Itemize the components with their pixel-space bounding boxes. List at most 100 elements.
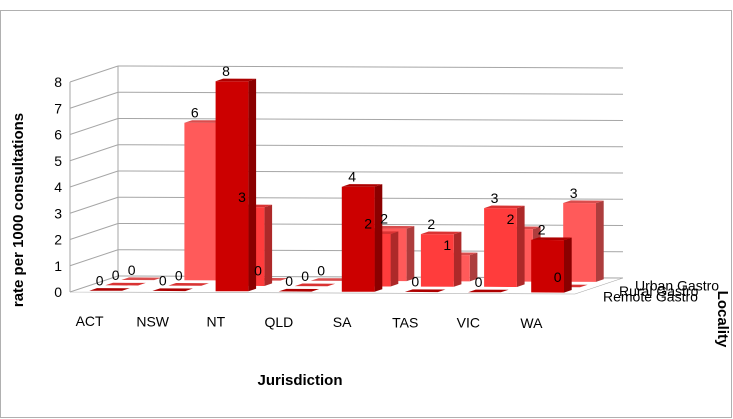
data-label: 2	[538, 222, 546, 238]
bar-side	[596, 200, 604, 282]
y-tick-label: 2	[54, 232, 62, 248]
bar-rural-gastro-qld	[294, 283, 336, 287]
gridline-side	[69, 223, 119, 240]
data-label: 3	[238, 189, 246, 205]
bar-side	[453, 231, 462, 287]
bar-zero-marker	[121, 277, 162, 281]
chart-frame	[0, 10, 732, 418]
data-label: 6	[191, 105, 199, 121]
bar-front	[420, 234, 454, 287]
bar-rural-gastro-tas	[420, 231, 462, 287]
gridline-side	[69, 275, 119, 293]
bar-top	[563, 200, 604, 204]
y-tick-label: 3	[54, 205, 62, 221]
data-label: 0	[96, 272, 104, 288]
locality-label: Urban Gastro	[635, 278, 719, 294]
bar-side	[564, 237, 572, 293]
bar-remote-gastro-tas	[404, 289, 446, 293]
bar-remote-gastro-nt	[215, 78, 257, 292]
bar-zero-marker	[310, 278, 352, 281]
gridline-back	[117, 118, 624, 121]
data-label: 2	[427, 216, 435, 232]
data-label: 4	[348, 168, 356, 184]
bar-front	[484, 208, 517, 287]
bar-urban-gastro-act	[121, 277, 162, 281]
y-tick-label: 6	[54, 127, 62, 143]
gridline-back	[117, 91, 624, 95]
gridline-side	[69, 144, 119, 162]
bar-side	[516, 205, 525, 287]
bar-zero-marker	[105, 282, 146, 286]
data-label: 0	[159, 273, 167, 289]
bar-side	[248, 78, 257, 292]
data-label: 0	[411, 274, 419, 290]
y-tick-label: 0	[54, 284, 62, 300]
bar-side	[390, 231, 399, 287]
y-tick-label: 4	[54, 179, 62, 195]
bar-zero-marker	[294, 283, 336, 287]
bar-top	[184, 120, 225, 123]
bar-remote-gastro-nsw	[152, 288, 193, 292]
bar-rural-gastro-act	[105, 282, 146, 286]
bar-top	[531, 237, 572, 241]
y-tick-label: 8	[54, 74, 62, 90]
data-label: 0	[128, 262, 136, 278]
data-label: 3	[491, 190, 499, 206]
bar-top	[484, 205, 525, 209]
bar-rural-gastro-nsw	[168, 283, 209, 286]
bar-front	[215, 81, 249, 292]
bar-remote-gastro-vic	[468, 289, 509, 293]
data-label: 0	[254, 262, 262, 278]
bar-side	[469, 252, 478, 282]
gridline-side	[69, 91, 119, 109]
data-label: 1	[443, 237, 451, 253]
gridline-side	[69, 170, 119, 188]
bar-remote-gastro-qld	[278, 288, 320, 292]
x-axis-title: Jurisdiction	[257, 372, 342, 389]
gridline-back	[117, 65, 624, 69]
bar-zero-marker	[468, 289, 509, 293]
category-label-qld: QLD	[265, 314, 294, 330]
y-tick-label: 5	[54, 153, 62, 169]
category-label-tas: TAS	[392, 314, 418, 330]
data-label: 0	[475, 274, 483, 290]
bar-zero-marker	[404, 289, 446, 293]
bar-zero-marker	[168, 283, 209, 286]
y-axis-title: rate per 1000 consultations	[10, 113, 27, 307]
category-label-act: ACT	[76, 313, 104, 329]
bar-rural-gastro-vic	[484, 205, 525, 287]
category-label-nsw: NSW	[136, 313, 169, 329]
category-label-vic: VIC	[457, 315, 480, 331]
y-tick-label: 1	[54, 258, 62, 274]
locality-label: Rural Gastro	[619, 283, 699, 299]
data-label: 0	[285, 273, 293, 289]
data-label: 2	[380, 210, 388, 226]
bar-top	[420, 231, 462, 235]
data-label: 0	[317, 263, 325, 279]
gridline-side	[69, 118, 119, 135]
category-label-wa: WA	[520, 315, 543, 331]
gridline-side	[69, 249, 119, 267]
bar-urban-gastro-qld	[310, 278, 352, 281]
data-label: 2	[364, 216, 372, 232]
locality-label: Remote Gastro	[603, 288, 698, 304]
y-tick-label: 7	[54, 100, 62, 116]
gridline-side	[69, 65, 119, 83]
gridline-side	[69, 196, 119, 214]
bar-remote-gastro-wa	[531, 237, 572, 293]
bar-top	[373, 225, 415, 229]
data-label: 3	[570, 185, 578, 201]
data-label: 0	[175, 267, 183, 283]
bar-zero-marker	[278, 288, 320, 292]
bar-zero-marker	[152, 288, 193, 292]
bar-side	[374, 184, 383, 292]
bar-top	[341, 184, 383, 187]
category-label-nt: NT	[206, 314, 225, 330]
data-label: 2	[507, 211, 515, 227]
bar-top	[215, 78, 257, 82]
bar-side	[264, 204, 273, 286]
bar-remote-gastro-sa	[341, 184, 383, 292]
data-label: 0	[301, 268, 309, 284]
category-label-sa: SA	[333, 314, 352, 330]
